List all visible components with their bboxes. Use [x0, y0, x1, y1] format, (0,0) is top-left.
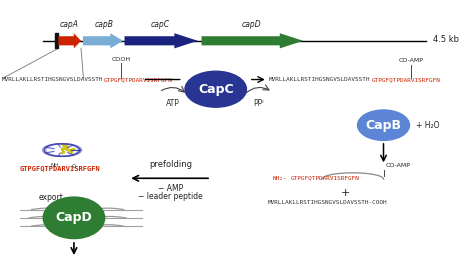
Polygon shape	[125, 33, 198, 48]
Text: 4.5 kb: 4.5 kb	[433, 35, 459, 44]
Text: ATP: ATP	[166, 99, 180, 108]
Text: GTPGFQTPDARVISRFGFN: GTPGFQTPDARVISRFGFN	[372, 77, 441, 82]
Bar	[55, 33, 58, 48]
Circle shape	[357, 110, 410, 140]
Text: MVRLLAKLLRSTIHGSNGVSLDAVSSTH: MVRLLAKLLRSTIHGSNGVSLDAVSSTH	[1, 77, 103, 82]
Text: CapC: CapC	[198, 83, 234, 96]
Polygon shape	[58, 33, 81, 48]
Text: CO-AMP: CO-AMP	[385, 163, 410, 168]
Text: GTPGFQTPDARVISRFGFN: GTPGFQTPDARVISRFGFN	[19, 165, 100, 171]
Text: MVRLLAKLLRSTIHGSNGVSLDAVSSTH-COOH: MVRLLAKLLRSTIHGSNGVSLDAVSSTH-COOH	[268, 200, 387, 205]
Text: capA: capA	[60, 20, 79, 29]
Text: GTPGFQTPDARVISRFGFN: GTPGFQTPDARVISRFGFN	[291, 176, 359, 181]
Text: prefolding: prefolding	[149, 160, 192, 169]
Text: GTPGFQTPDARVISRFGFN: GTPGFQTPDARVISRFGFN	[104, 77, 173, 82]
Circle shape	[185, 71, 246, 107]
Text: + H₂O: + H₂O	[416, 121, 439, 130]
Text: PPᴵ: PPᴵ	[253, 99, 264, 108]
Text: NH₂-: NH₂-	[273, 176, 287, 181]
Text: CapB: CapB	[365, 119, 401, 132]
Text: − leader peptide: − leader peptide	[138, 192, 203, 201]
Text: CapD: CapD	[55, 211, 92, 224]
Polygon shape	[83, 33, 123, 48]
Text: − AMP: − AMP	[158, 184, 183, 193]
Text: MVRLLAKLLRSTIHGSNGVSLDAVSSTH: MVRLLAKLLRSTIHGSNGVSLDAVSSTH	[269, 77, 371, 82]
Ellipse shape	[43, 197, 105, 239]
Text: +: +	[341, 188, 350, 198]
Text: CO-AMP: CO-AMP	[399, 58, 423, 63]
Polygon shape	[201, 33, 303, 48]
Text: capD: capD	[241, 20, 261, 29]
Text: capB: capB	[94, 20, 113, 29]
Text: capC: capC	[151, 20, 170, 29]
Text: export: export	[38, 193, 64, 202]
Text: NH: NH	[50, 163, 59, 168]
Text: O: O	[72, 164, 76, 169]
Text: COOH: COOH	[112, 56, 131, 61]
